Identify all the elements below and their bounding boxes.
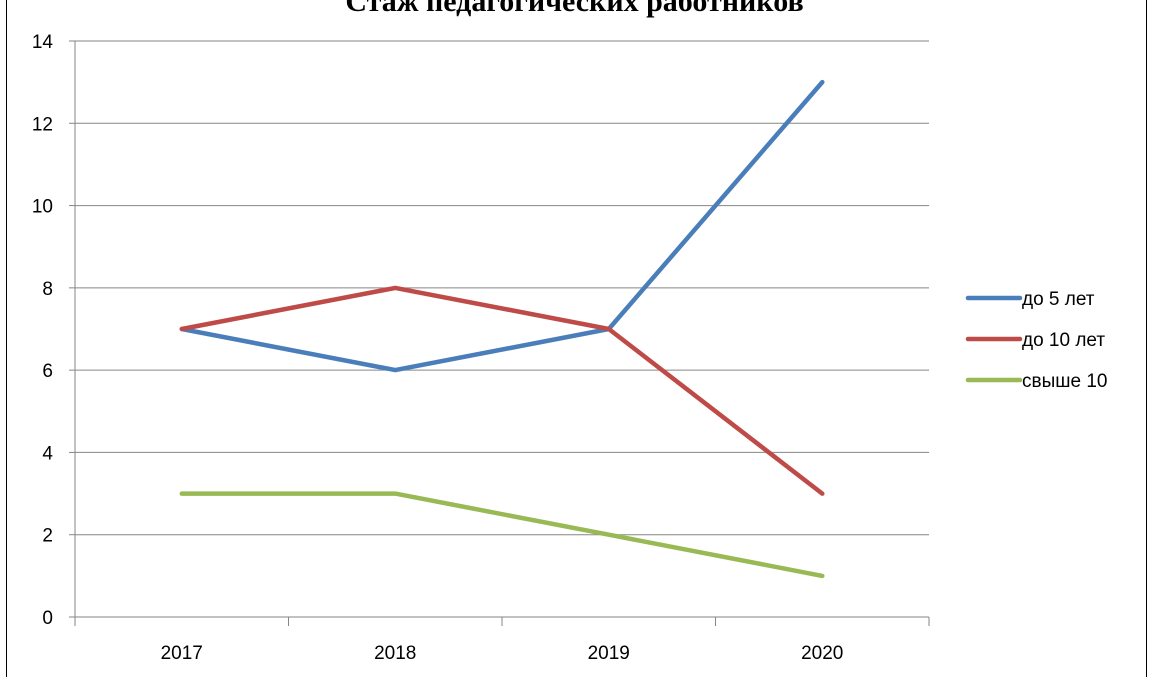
- y-tick-label: 14: [32, 32, 54, 53]
- y-tick-label: 8: [42, 279, 53, 300]
- y-tick-label: 4: [42, 443, 53, 464]
- axes: 0 2 4 6 8 10 12 14 2017 2018 2019 2020: [32, 32, 930, 664]
- y-tick-label: 12: [32, 114, 53, 135]
- x-tick-label: 2017: [161, 643, 203, 664]
- y-tick-label: 6: [42, 361, 53, 382]
- x-tick-label: 2018: [374, 643, 416, 664]
- series-lines: [179, 79, 825, 579]
- legend-label: до 5 лет: [1022, 289, 1095, 310]
- series-line-свыше-10: [179, 491, 825, 579]
- x-tick-label: 2020: [801, 643, 843, 664]
- series-line-до-5-лет: [179, 79, 825, 373]
- x-tick-label: 2019: [588, 643, 630, 664]
- y-tick-label: 0: [42, 608, 53, 629]
- chart-title: Стаж педагогических работников: [345, 0, 804, 18]
- y-tick-label: 2: [42, 526, 53, 547]
- series-line-до-10-лет: [179, 285, 825, 496]
- legend-label: свыше 10: [1022, 371, 1107, 392]
- legend: до 5 лет до 10 лет свыше 10: [965, 289, 1107, 392]
- legend-label: до 10 лет: [1022, 330, 1105, 351]
- gridlines: [75, 40, 929, 536]
- y-tick-label: 10: [32, 197, 53, 218]
- chart-frame: [6, 0, 1147, 677]
